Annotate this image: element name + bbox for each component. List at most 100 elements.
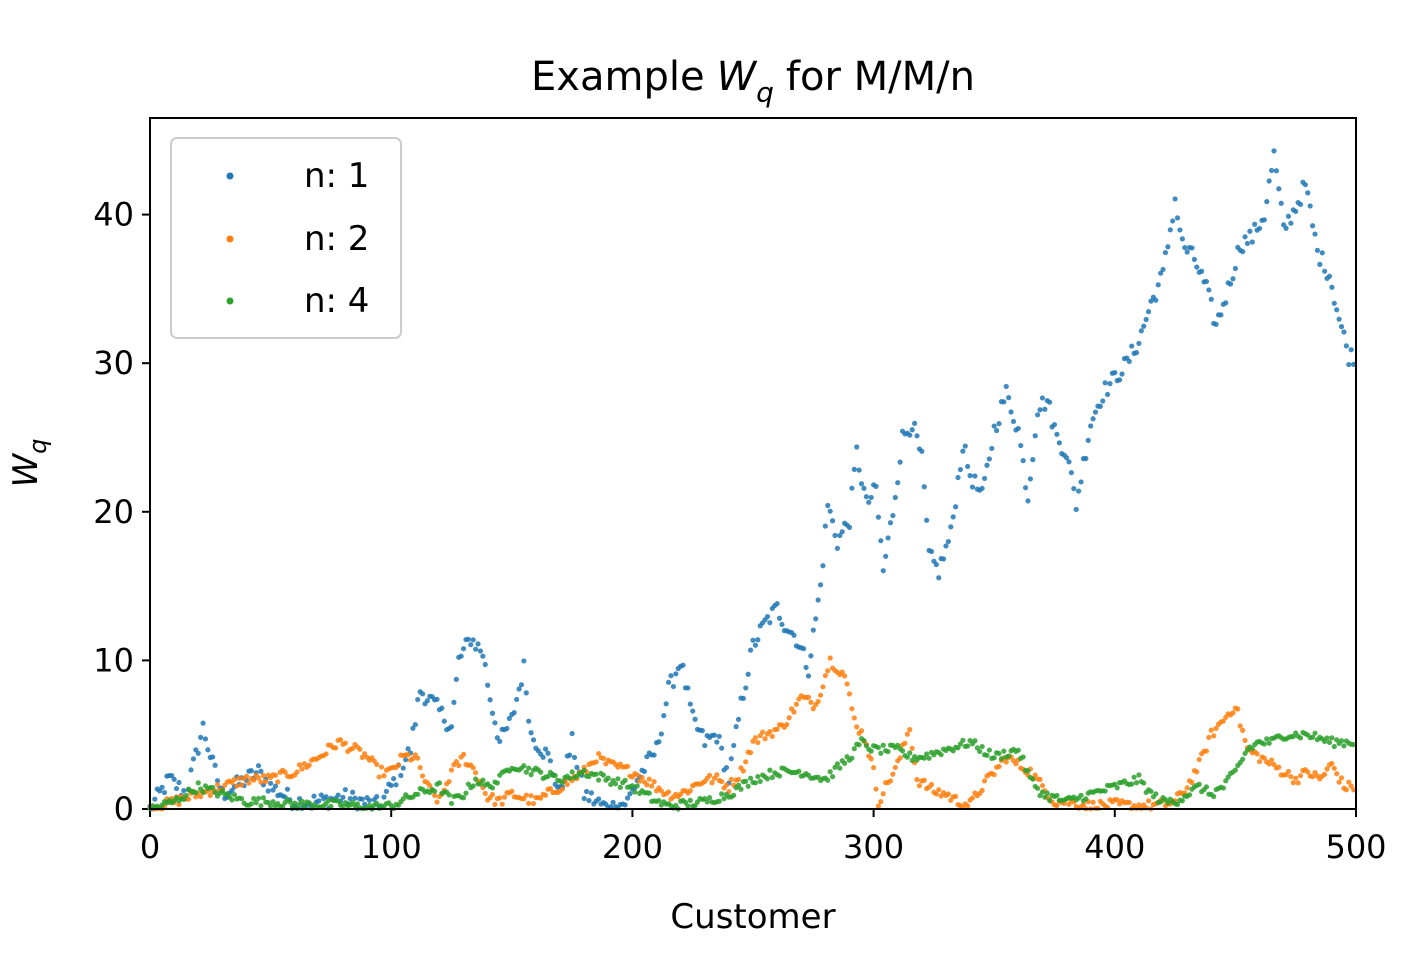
data-point: [632, 789, 638, 795]
data-point: [1249, 746, 1255, 752]
data-point: [608, 781, 614, 788]
data-point: [506, 715, 512, 722]
data-point: [998, 756, 1005, 762]
data-point: [957, 466, 964, 473]
data-point: [979, 485, 985, 491]
data-point: [858, 728, 865, 734]
data-point: [1133, 350, 1140, 356]
data-point: [977, 748, 983, 755]
data-point: [1035, 785, 1041, 791]
data-point: [986, 747, 992, 753]
data-point: [518, 682, 525, 688]
data-point: [673, 671, 679, 677]
data-point: [767, 767, 773, 773]
data-point: [661, 713, 667, 719]
data-point: [897, 755, 903, 761]
data-point: [1208, 727, 1214, 733]
data-point: [1247, 228, 1253, 234]
data-point: [195, 750, 201, 756]
data-point: [333, 745, 339, 751]
data-point: [169, 772, 175, 779]
data-point: [1047, 797, 1053, 804]
data-point: [965, 743, 971, 749]
data-point: [1136, 772, 1142, 778]
data-point: [984, 462, 990, 468]
data-point: [378, 764, 385, 770]
data-point: [1319, 250, 1325, 256]
data-point: [569, 769, 575, 775]
data-point: [774, 726, 780, 732]
data-point: [419, 773, 426, 779]
data-point: [1329, 735, 1335, 741]
data-point: [1008, 409, 1014, 415]
data-point: [1266, 178, 1272, 184]
data-point: [719, 745, 725, 751]
data-point: [569, 730, 575, 737]
data-point: [207, 792, 213, 798]
data-point: [489, 785, 496, 791]
data-point: [1092, 409, 1099, 415]
data-point: [955, 745, 961, 751]
data-point: [1126, 358, 1132, 364]
data-point: [892, 764, 898, 771]
data-point: [1143, 316, 1149, 323]
data-point: [743, 778, 749, 784]
data-point: [152, 796, 158, 802]
x-tick-label: 300: [843, 828, 904, 866]
data-point: [909, 427, 915, 433]
data-point: [1211, 733, 1217, 739]
data-point: [342, 740, 348, 746]
data-point: [1054, 802, 1060, 809]
data-point: [427, 782, 433, 789]
data-point: [243, 773, 250, 779]
data-point: [509, 788, 515, 794]
data-point: [1083, 796, 1089, 802]
data-point: [1107, 381, 1113, 387]
data-point: [969, 795, 976, 801]
data-point: [764, 776, 771, 782]
data-point: [234, 783, 240, 789]
data-point: [188, 767, 194, 773]
data-point: [820, 684, 826, 690]
data-point: [687, 701, 693, 707]
data-point: [634, 783, 640, 789]
data-point: [559, 786, 566, 792]
data-point: [856, 742, 862, 748]
data-point: [1317, 261, 1323, 267]
data-point: [991, 755, 997, 761]
data-point: [839, 529, 845, 535]
data-point: [885, 748, 891, 755]
data-point: [755, 637, 761, 643]
data-point: [1268, 757, 1275, 763]
data-point: [255, 763, 262, 769]
data-point: [733, 724, 739, 730]
data-point: [743, 759, 749, 765]
data-point: [989, 445, 995, 452]
data-point: [335, 798, 341, 804]
data-point: [311, 793, 317, 799]
data-point: [1174, 215, 1181, 221]
data-point: [699, 728, 705, 734]
data-point: [719, 778, 725, 785]
data-point: [161, 789, 168, 796]
y-axis-label-subscript: q: [24, 439, 52, 454]
data-point: [680, 662, 686, 668]
data-point: [1148, 788, 1154, 794]
data-point: [340, 794, 346, 800]
data-point: [1331, 300, 1337, 306]
data-point: [251, 777, 257, 783]
data-point: [914, 433, 920, 439]
data-point: [528, 793, 534, 799]
data-point: [1268, 167, 1275, 174]
data-point: [342, 787, 348, 793]
legend-marker-n4: [226, 297, 234, 305]
data-point: [410, 725, 416, 731]
data-point: [460, 795, 467, 801]
data-point: [711, 732, 718, 738]
data-point: [644, 754, 650, 760]
data-point: [687, 788, 693, 794]
data-point: [1020, 458, 1026, 464]
data-point: [755, 773, 761, 780]
data-point: [1117, 377, 1123, 383]
data-point: [885, 535, 891, 541]
